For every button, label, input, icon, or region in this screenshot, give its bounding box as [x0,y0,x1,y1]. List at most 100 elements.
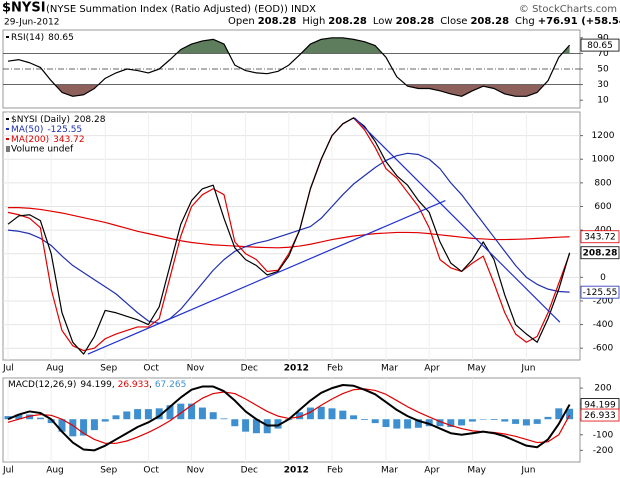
x-tick-label: Feb [327,364,343,374]
legend-entry: Volume undef [11,145,74,155]
x-tick-label: Nov [187,466,205,476]
histogram-bar [350,415,358,420]
x-tick-label: Aug [46,466,64,476]
x-tick-label: Dec [241,364,258,374]
y-tick-label: -400 [593,320,614,330]
histogram-bar [393,419,401,429]
value-box [580,38,620,52]
histogram-bar [533,419,541,424]
y-tick-label: -600 [593,344,614,354]
legend-name: RSI(14) [11,33,44,43]
histogram-bar [144,409,152,420]
histogram-bar [134,409,142,420]
trendline [354,117,561,323]
x-tick-label: Nov [187,364,205,374]
histogram-bar [209,412,217,420]
x-tick-label: 2012 [284,466,309,476]
histogram-bar [468,419,476,422]
credit: © StockCharts.com [519,4,617,15]
x-tick-label: Mar [381,364,398,374]
legend-swatch [6,146,10,152]
histogram-bar [306,407,314,420]
histogram-bar [198,407,206,420]
histogram-bar [458,419,466,426]
histogram-bar [371,419,379,424]
value-box-label: 94.199 [584,401,616,411]
legend-value: 26.933 [118,380,150,390]
histogram-bar [252,419,260,434]
histogram-bar [555,408,563,420]
legend-entry: $NYSI (Daily) 208.28 [11,115,106,125]
level-fill [176,37,570,54]
legend-value: 67.265 [155,380,187,390]
y-tick-label: -100 [593,430,614,440]
legend-entry: MA(200) 343.72 [11,135,85,145]
date: 29-Jun-2012 [4,18,59,28]
x-tick-label: Jun [520,364,535,374]
legend-entry: MA(50) -125.55 [11,125,82,135]
histogram-bar [188,403,196,420]
histogram-bar [231,419,239,427]
histogram-bar [274,419,282,429]
histogram-bar [404,419,412,429]
histogram-bar [58,419,66,432]
y-tick-label: 10 [597,96,609,106]
y-tick-label: 0 [600,273,606,283]
quote-label: Chg [515,16,535,27]
x-tick-label: Jul [2,364,14,374]
value-box-label: 343.72 [584,233,616,243]
histogram-bar [414,419,422,428]
x-tick-label: Dec [241,466,258,476]
quote-value: +76.91 (+58.54%) [538,16,620,27]
x-tick-label: Apr [424,466,440,476]
series-line [7,117,571,355]
y-tick-label: 70 [597,49,609,59]
y-tick-label: 50 [597,65,609,75]
legend-value: -125.55 [47,125,82,135]
quote-value: 208.28 [470,16,509,27]
quote-value: 208.28 [396,16,435,27]
panel-frame [2,111,581,361]
legend-value: 94.199 [80,380,112,390]
quote-label: Close [440,16,467,27]
quote-value: 208.28 [328,16,367,27]
value-box [580,285,620,299]
histogram-bar [36,417,44,420]
histogram-bar [447,419,455,427]
quote-label: Open [228,16,255,27]
y-tick-label: 90 [597,33,609,43]
histogram-bar [566,408,574,420]
histogram-bar [112,415,120,420]
histogram-bar [177,403,185,420]
quote: Open 208.28 High 208.28 Low 208.28 Close 208.28… [228,16,620,27]
histogram-bar [220,418,228,420]
histogram-bar [479,419,487,420]
x-tick-label: Oct [143,364,159,374]
histogram-bar [15,414,23,420]
y-tick-label: 1000 [592,155,615,165]
histogram-bar [296,412,304,420]
value-box-label: 80.65 [587,41,613,51]
x-tick-label: Jun [520,466,535,476]
y-tick-label: 600 [594,202,611,212]
x-tick-label: Jul [2,466,14,476]
histogram-bar [544,416,552,420]
panel-frame [2,377,581,463]
x-tick-label: Aug [46,364,64,374]
y-tick-label: -200 [593,296,614,306]
y-tick-label: 200 [594,384,611,394]
quote-label: High [302,16,325,27]
histogram-bar [26,414,34,420]
level-fill [8,84,570,97]
x-tick-label: Feb [327,466,343,476]
quote-value: 208.28 [258,16,297,27]
y-tick-label: 1200 [592,131,615,141]
legend-name: $NYSI (Daily) [11,115,70,125]
series-line [7,37,571,97]
histogram-bar [101,419,109,422]
value-box-label: 208.28 [583,249,618,259]
description: (NYSE Summation Index (Ratio Adjusted) (… [46,4,316,15]
legend-value: 208.28 [74,115,106,125]
histogram-bar [436,419,444,427]
